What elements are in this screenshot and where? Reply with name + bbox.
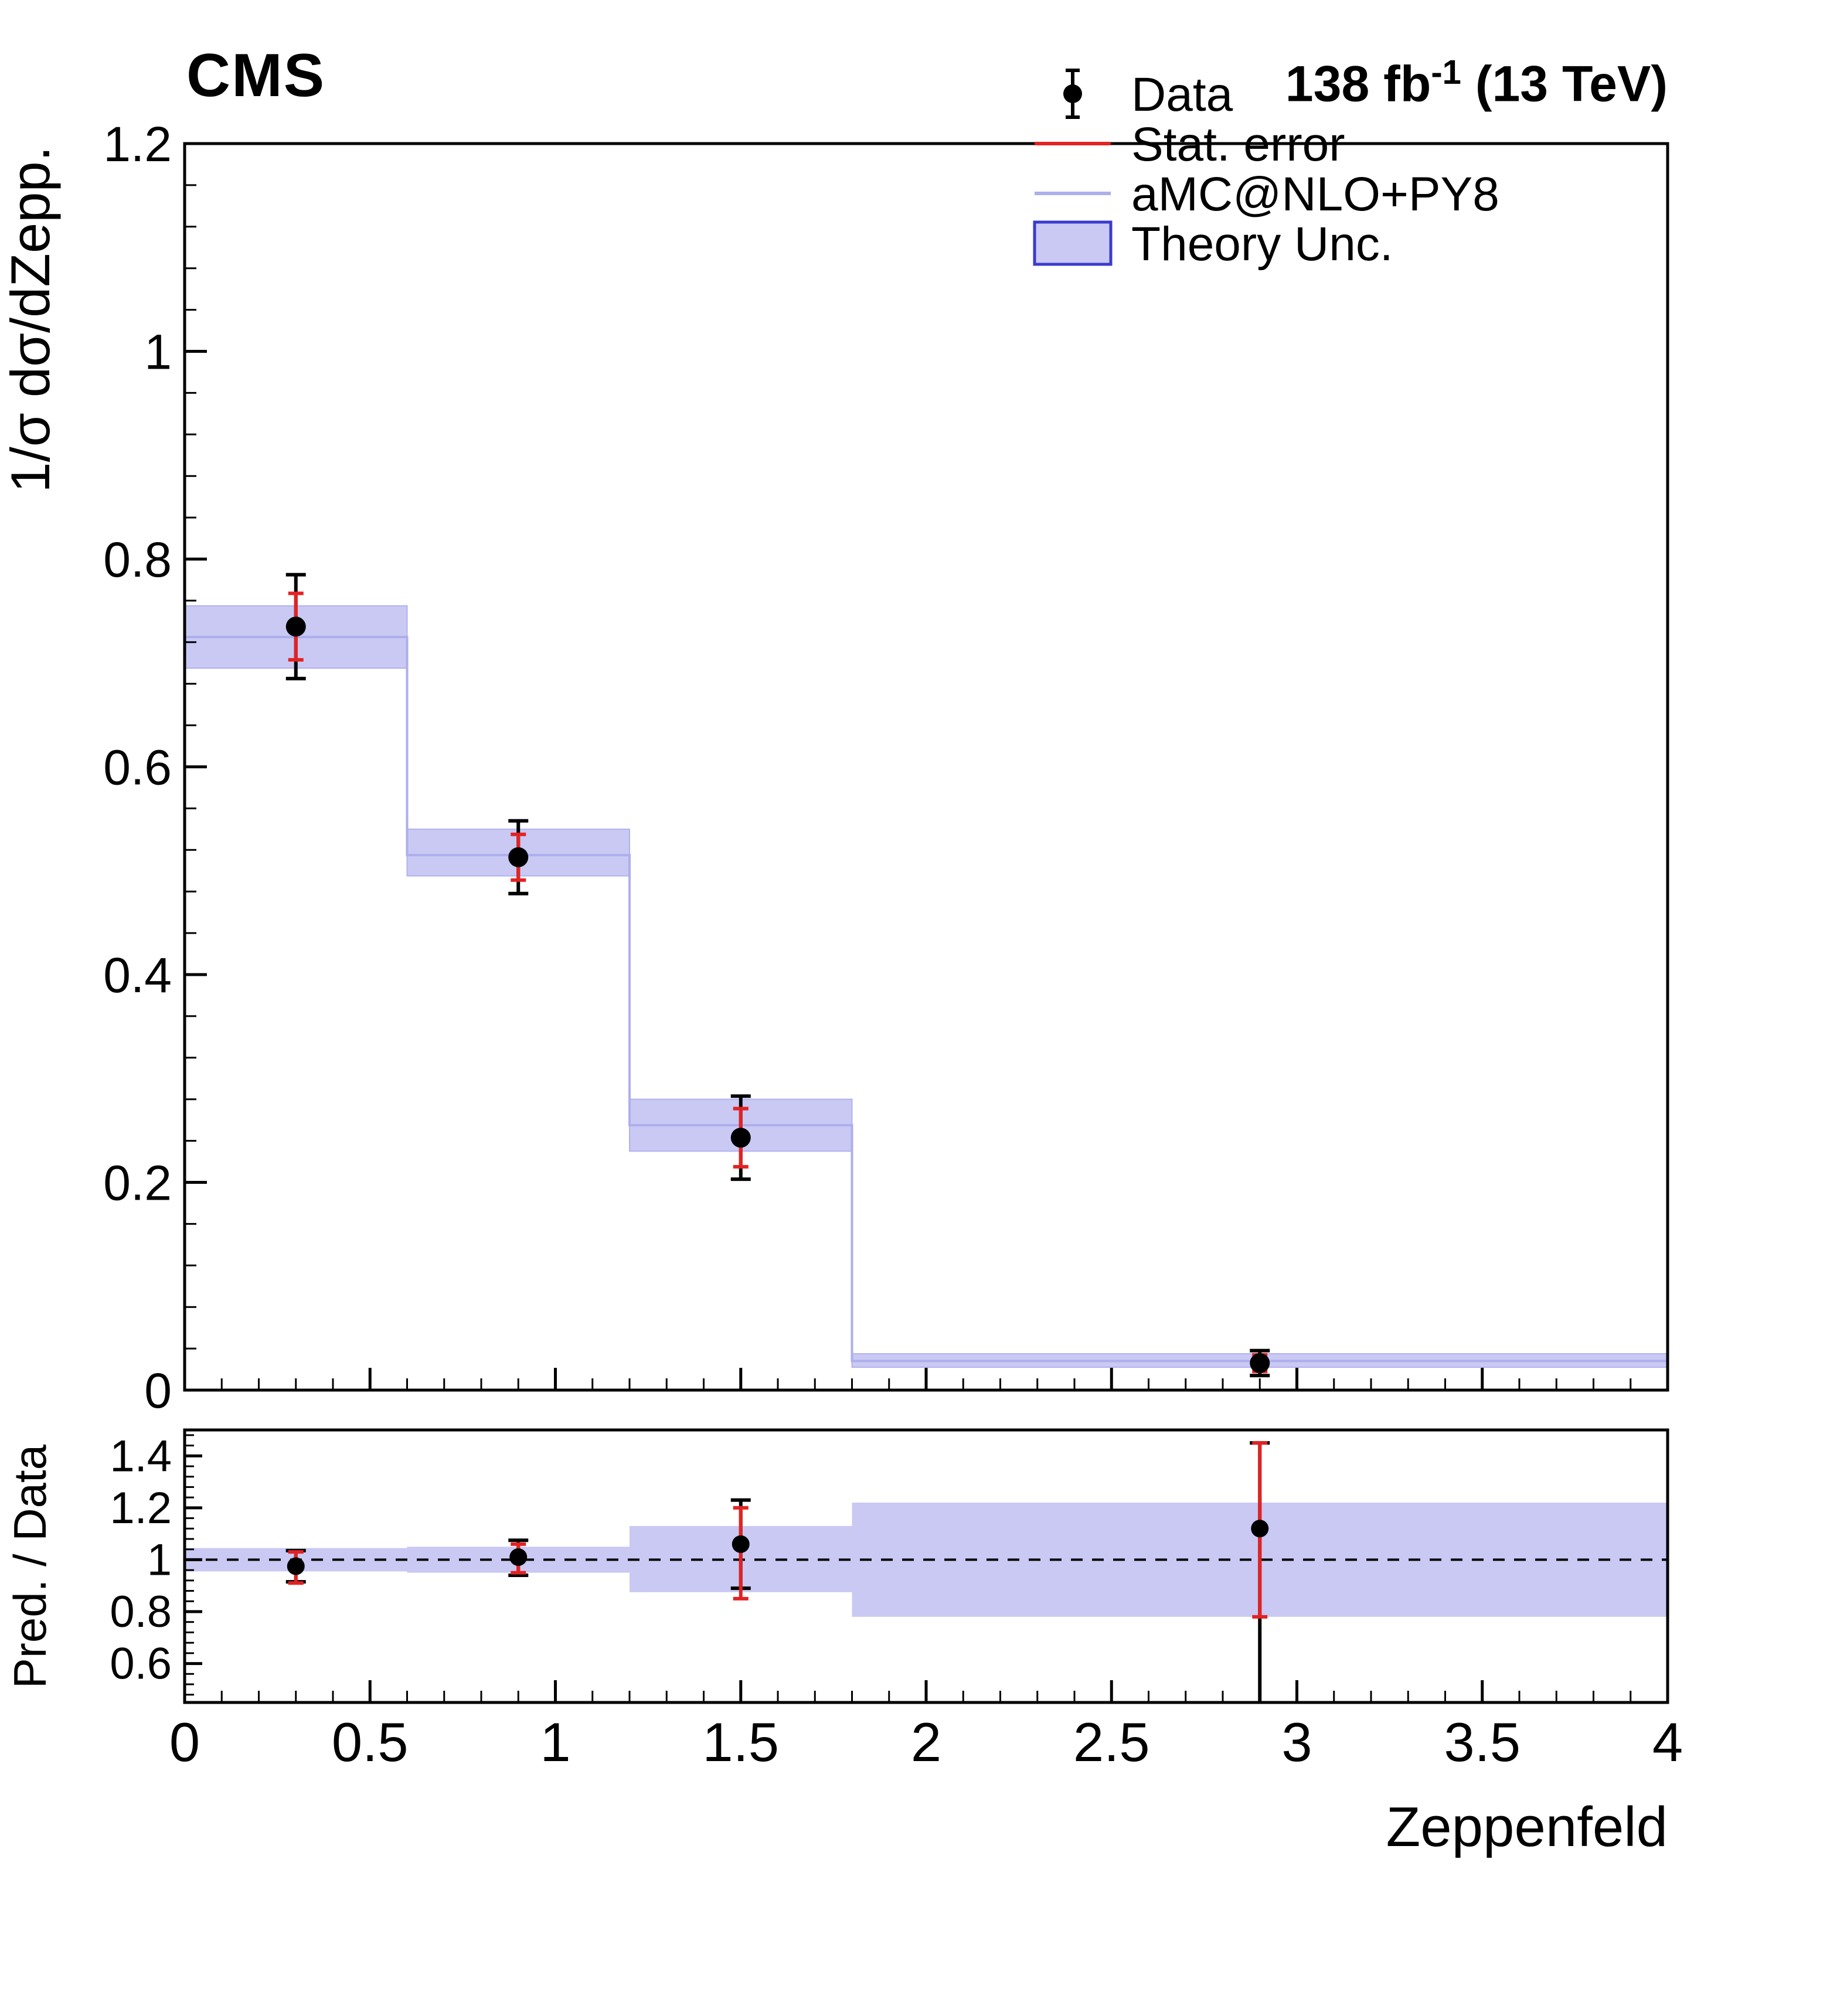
- ratio-x-tick-label: 1: [540, 1711, 570, 1773]
- ratio-y-tick-label: 1.2: [110, 1483, 172, 1533]
- data-point: [508, 847, 529, 867]
- y-tick-label: 1: [144, 325, 172, 380]
- ratio-x-tick-label: 0.5: [332, 1711, 409, 1773]
- ratio-x-tick-label: 2: [911, 1711, 941, 1773]
- legend-label: Data: [1131, 68, 1233, 121]
- lumi-value: 138 fb: [1285, 56, 1431, 113]
- y-tick-label: 0: [144, 1363, 172, 1418]
- ratio-data-point: [732, 1535, 750, 1553]
- ratio-y-tick-label: 0.6: [110, 1639, 172, 1689]
- data-point: [285, 617, 306, 637]
- ratio-y-tick-label: 1.4: [110, 1431, 172, 1481]
- luminosity-label: 138 fb-1 (13 TeV): [1285, 53, 1668, 114]
- ratio-y-tick-label: 0.8: [110, 1587, 172, 1637]
- ratio-x-tick-label: 1.5: [702, 1711, 779, 1773]
- data-point: [1250, 1353, 1270, 1373]
- legend-label: Stat. error: [1131, 118, 1345, 171]
- ratio-data-point: [509, 1548, 528, 1566]
- ratio-y-tick-label: 1: [147, 1535, 172, 1585]
- ratio-x-tick-label: 4: [1652, 1711, 1683, 1773]
- y-tick-label: 0.8: [103, 532, 172, 587]
- legend-theory-unc-box: [1033, 220, 1113, 266]
- x-axis-title: Zeppenfeld: [1386, 1796, 1668, 1858]
- legend-label: aMC@NLO+PY8: [1131, 168, 1499, 221]
- legend-label: Theory Unc.: [1131, 217, 1393, 271]
- experiment-label: CMS: [186, 42, 326, 110]
- y-tick-label: 1.2: [103, 117, 172, 172]
- main-panel: 0 0.2 0.4 0.6 0.8 1 1.2 1/σ dσ/dZepp.: [0, 117, 1669, 1418]
- ratio-x-tick-label: 0: [169, 1711, 200, 1773]
- ratio-x-tick-label: 3: [1281, 1711, 1312, 1773]
- ratio-x-tick-label: 3.5: [1444, 1711, 1521, 1773]
- data-point: [730, 1128, 751, 1148]
- ratio-data-point: [1251, 1520, 1269, 1538]
- ratio-x-tick-label: 2.5: [1073, 1711, 1150, 1773]
- lumi-energy: (13 TeV): [1461, 56, 1668, 113]
- legend-data-marker: [1063, 84, 1082, 103]
- figure-header: CMS 138 fb-1 (13 TeV): [0, 0, 1847, 152]
- ratio-y-axis-title: Pred. / Data: [4, 1444, 56, 1688]
- lumi-exponent: -1: [1431, 53, 1461, 91]
- prediction-line: [185, 635, 1668, 1363]
- y-tick-label: 0.2: [103, 1156, 172, 1211]
- y-tick-label: 0.4: [103, 948, 172, 1003]
- ratio-data-point: [287, 1557, 305, 1575]
- y-tick-label: 0.6: [103, 740, 172, 795]
- main-y-axis-title: 1/σ dσ/dZepp.: [0, 146, 61, 493]
